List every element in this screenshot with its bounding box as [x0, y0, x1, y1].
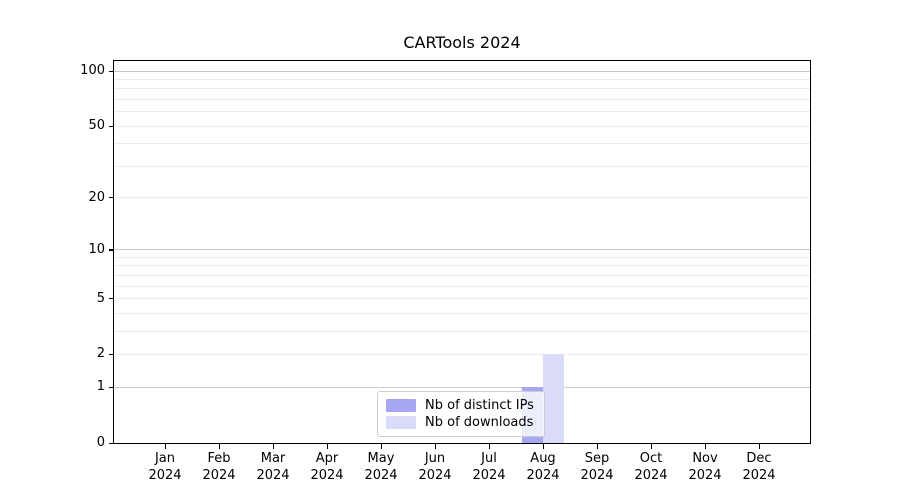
gridline-y-10: [113, 249, 811, 251]
x-tick-label-dec-2024: Dec 2024: [742, 451, 776, 483]
legend-swatch-distinct-ips: [386, 399, 416, 412]
x-tick-feb-2024: [218, 444, 220, 449]
x-tick-nov-2024: [704, 444, 706, 449]
gridline-y-9: [113, 257, 811, 258]
gridline-y-8: [113, 265, 811, 267]
gridline-y-5: [113, 298, 811, 300]
y-tick-label-1: 1: [96, 379, 105, 395]
x-tick-label-mar-2024: Mar 2024: [256, 451, 290, 483]
gridline-y-50: [113, 125, 811, 127]
y-tick-2: [108, 353, 113, 356]
y-tick-0: [108, 442, 113, 444]
x-tick-label-jul-2024: Jul 2024: [472, 451, 506, 483]
x-tick-jul-2024: [488, 444, 490, 449]
y-tick-label-20: 20: [88, 189, 105, 205]
gridline-y-80: [113, 88, 811, 90]
legend-label-distinct-ips: Nb of distinct IPs: [425, 398, 534, 413]
x-tick-oct-2024: [650, 444, 652, 449]
gridline-y-30: [113, 165, 811, 167]
chart-title: CARTools 2024: [403, 33, 521, 52]
gridline-y-3: [113, 330, 811, 332]
legend-label-downloads: Nb of downloads: [425, 415, 534, 430]
gridline-y-60: [113, 111, 811, 113]
y-tick-label-0: 0: [96, 435, 105, 450]
gridline-y-1: [113, 386, 811, 388]
x-tick-dec-2024: [758, 444, 760, 449]
x-tick-jan-2024: [164, 444, 166, 449]
x-tick-mar-2024: [272, 444, 274, 449]
x-tick-label-aug-2024: Aug 2024: [526, 451, 560, 483]
bar-nb-of-downloads-aug-2024: [543, 354, 564, 443]
y-tick-50: [108, 125, 113, 127]
plot-area: Nb of distinct IPs Nb of downloads: [113, 60, 811, 444]
x-tick-jun-2024: [434, 444, 436, 449]
x-tick-label-jun-2024: Jun 2024: [418, 451, 452, 483]
y-tick-10: [108, 249, 113, 251]
x-tick-label-feb-2024: Feb 2024: [202, 451, 236, 483]
gridline-y-90: [113, 79, 811, 81]
legend-swatch-downloads: [386, 416, 416, 429]
gridline-y-7: [113, 274, 811, 276]
x-tick-label-oct-2024: Oct 2024: [634, 451, 668, 483]
x-tick-label-sep-2024: Sep 2024: [580, 451, 614, 483]
grid-layer: [113, 60, 811, 444]
x-tick-label-nov-2024: Nov 2024: [688, 451, 722, 483]
gridline-y-40: [113, 143, 811, 145]
x-tick-apr-2024: [326, 444, 328, 449]
y-tick-100: [108, 70, 113, 72]
x-tick-label-jan-2024: Jan 2024: [148, 451, 182, 483]
x-tick-label-may-2024: May 2024: [364, 451, 398, 483]
y-tick-label-5: 5: [96, 290, 105, 306]
y-tick-label-2: 2: [96, 346, 105, 362]
y-tick-1: [108, 386, 113, 388]
x-tick-may-2024: [380, 444, 382, 449]
gridline-y-6: [113, 285, 811, 287]
legend: Nb of distinct IPs Nb of downloads: [377, 391, 545, 437]
y-tick-20: [108, 197, 113, 199]
gridline-y-70: [113, 99, 811, 101]
gridline-y-2: [113, 353, 811, 355]
legend-item-distinct-ips: Nb of distinct IPs: [386, 398, 536, 413]
x-tick-label-apr-2024: Apr 2024: [310, 451, 344, 483]
gridline-y-100: [113, 70, 811, 72]
y-tick-label-100: 100: [80, 63, 105, 79]
x-tick-sep-2024: [596, 444, 598, 449]
y-tick-5: [108, 298, 113, 300]
y-tick-label-50: 50: [88, 118, 105, 134]
y-tick-label-10: 10: [88, 241, 105, 257]
legend-item-downloads: Nb of downloads: [386, 415, 536, 430]
gridline-y-20: [113, 197, 811, 199]
x-tick-aug-2024: [542, 444, 544, 449]
gridline-y-4: [113, 312, 811, 314]
bars-layer: [113, 60, 811, 444]
